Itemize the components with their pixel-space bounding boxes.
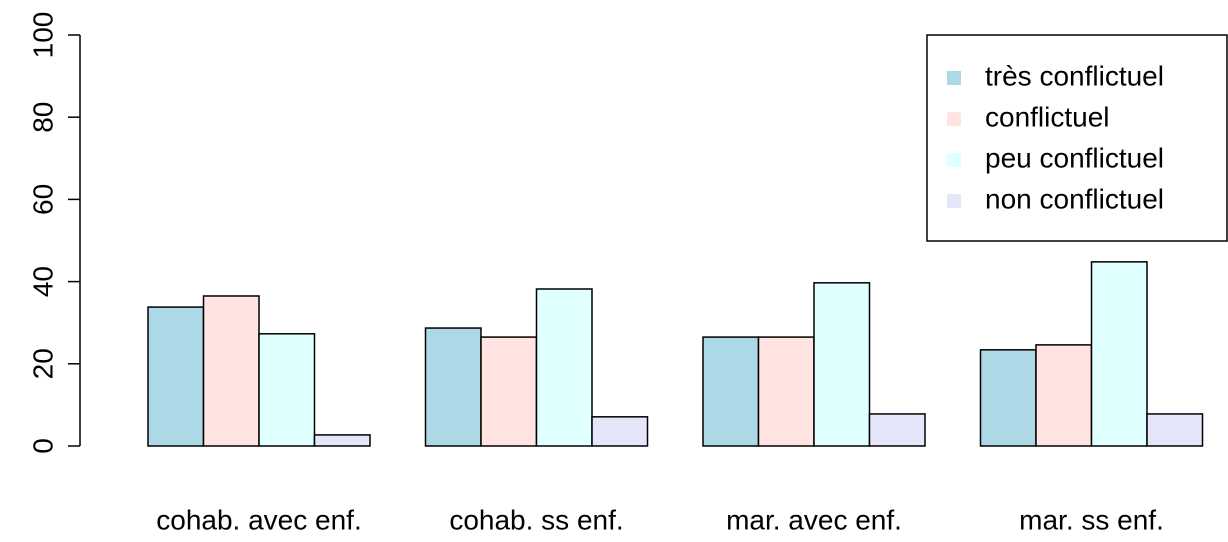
bar [1146,413,1204,447]
bar [979,349,1037,447]
bar [202,295,260,447]
bar [480,336,538,447]
bar [757,336,815,447]
bar [702,336,760,447]
bar [535,288,593,447]
legend-box [926,34,1228,242]
bar [591,416,649,447]
y-tick-label: 100 [27,12,58,59]
legend-swatch [947,194,961,208]
legend-label: peu conflictuel [985,142,1164,173]
bar [424,327,482,447]
legend-label: conflictuel [985,101,1110,132]
legend-swatch [947,153,961,167]
x-tick-label: mar. ss enf. [1019,504,1164,535]
bar [313,434,371,447]
bar [868,413,926,447]
bar [1035,344,1093,447]
y-tick-label: 0 [27,438,58,454]
y-tick-label: 40 [27,266,58,297]
legend-label: non conflictuel [985,183,1164,214]
bar [147,306,205,447]
y-tick-label: 20 [27,348,58,379]
legend-label: très conflictuel [985,60,1164,91]
y-tick-label: 80 [27,102,58,133]
legend-swatch [947,71,961,85]
x-tick-label: mar. avec enf. [726,504,902,535]
legend-swatch [947,112,961,126]
y-tick-label: 60 [27,184,58,215]
bar [813,282,871,447]
x-tick-label: cohab. ss enf. [449,504,623,535]
bar [1090,261,1148,447]
x-tick-label: cohab. avec enf. [156,504,361,535]
bar [258,333,316,447]
